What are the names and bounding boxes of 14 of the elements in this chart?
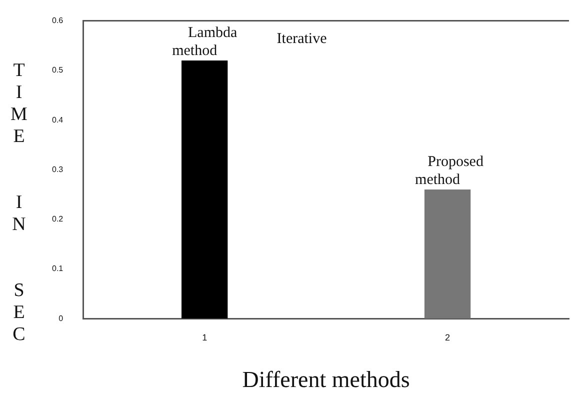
y-tick-label: 0.2 [52, 214, 64, 224]
y-tick-label: 0.5 [52, 66, 64, 75]
x-tick-label: 2 [445, 332, 450, 342]
y-tick-label: 0.4 [52, 115, 64, 124]
y-tick-label: 0.6 [52, 16, 64, 26]
annotation: Iterative [276, 31, 328, 48]
x-tick-label: 1 [202, 332, 208, 342]
y-tick-label: 0.1 [52, 264, 64, 274]
y-tick-label: 0 [58, 314, 64, 323]
annotation: Proposed method [415, 154, 484, 188]
text: TIME IN SEC [10, 60, 28, 345]
x-axis-title: Different methods [242, 367, 410, 392]
annotation: Lambda method [172, 24, 238, 59]
y-tick-label: 0.3 [52, 164, 64, 174]
